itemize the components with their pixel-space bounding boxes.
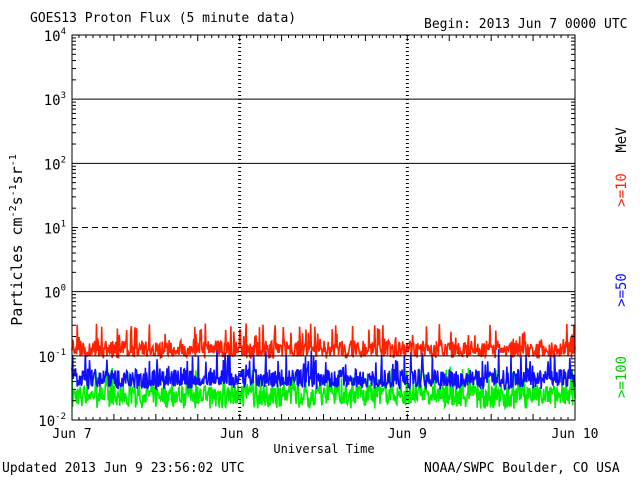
y-tick-labels: 10-2 10-1 100 101 102 103 104 (38, 27, 66, 430)
y-tick-label: 101 (44, 220, 66, 238)
x-tick-label: Jun 9 (388, 427, 427, 442)
svg-text:103: 103 (44, 91, 66, 109)
chart-title: GOES13 Proton Flux (5 minute data) (30, 11, 297, 26)
x-tick-label: Jun 10 (552, 427, 599, 442)
x-tick-label: Jun 7 (52, 427, 91, 442)
legend: MeV >=10 >=50 >=100 (614, 127, 630, 398)
y-tick-label: 10-2 (38, 412, 66, 430)
x-axis-label: Universal Time (273, 442, 374, 456)
agency-credit: NOAA/SWPC Boulder, CO USA (424, 461, 620, 476)
y-tick-label: 10-1 (38, 348, 66, 366)
svg-text:10-1: 10-1 (38, 348, 66, 366)
svg-text:10-2: 10-2 (38, 412, 66, 430)
series-line (71, 323, 576, 361)
svg-text:102: 102 (44, 155, 66, 173)
plot-frame (71, 34, 576, 421)
svg-text:104: 104 (44, 27, 66, 45)
y-tick-label: 103 (44, 91, 66, 109)
begin-time-label: Begin: 2013 Jun 7 0000 UTC (424, 17, 628, 32)
legend-entry-10mev: >=10 (614, 173, 630, 207)
svg-text:Particles cm-2s-1sr-1: Particles cm-2s-1sr-1 (8, 154, 26, 326)
legend-unit: MeV (614, 127, 630, 153)
x-tick-labels: Jun 7 Jun 8 Jun 9 Jun 10 (52, 427, 598, 442)
y-tick-label: 100 (44, 284, 66, 302)
svg-text:100: 100 (44, 284, 66, 302)
updated-timestamp: Updated 2013 Jun 9 23:56:02 UTC (2, 461, 245, 476)
series-layer (71, 323, 576, 411)
y-tick-label: 102 (44, 155, 66, 173)
x-tick-label: Jun 8 (220, 427, 259, 442)
legend-entry-50mev: >=50 (614, 273, 630, 307)
svg-text:101: 101 (44, 220, 66, 238)
series-line (71, 366, 576, 411)
legend-entry-100mev: >=100 (614, 356, 630, 398)
y-axis-label: Particles cm-2s-1sr-1 (8, 154, 26, 326)
series-line (71, 348, 576, 391)
y-tick-label: 104 (44, 27, 66, 45)
